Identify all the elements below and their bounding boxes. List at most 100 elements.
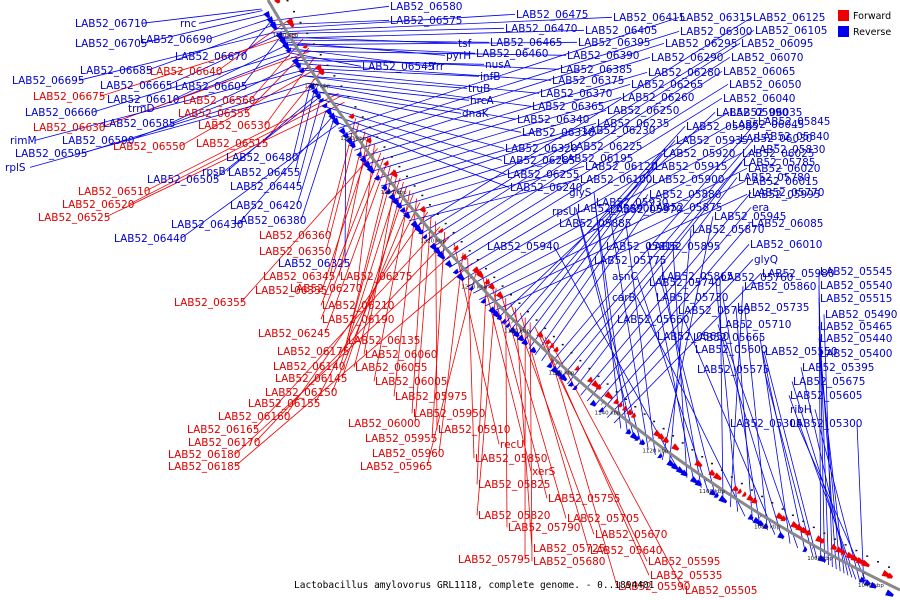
reverse-gene [366,165,375,174]
label-connector [99,50,311,128]
label-connector [573,177,738,390]
inner-mark [319,54,322,56]
inner-mark [493,276,496,279]
gene-label: LAB52_05865 [661,271,734,283]
inner-mark [485,267,487,270]
gene-label: LAB52_05680 [533,556,606,568]
label-connector [719,277,724,503]
forward-gene [495,291,504,299]
forward-gene [390,169,398,178]
label-connector [173,45,285,100]
gene-label: LAB52_05675 [793,376,866,388]
forward-gene [621,405,627,411]
kbp-tick [811,545,815,550]
label-connector [370,96,622,173]
forward-gene [274,0,281,4]
gene-label: LAB52_06135 [348,335,421,347]
inner-mark [552,335,555,338]
inner-mark [812,526,815,529]
kbp-tick-label: 1100 kbp [699,489,725,495]
gene-label: LAB52_06055 [355,362,428,374]
gene-label: LAB52_06685 [80,65,153,77]
forward-gene [315,64,323,72]
label-connector [818,298,829,566]
forward-gene [800,526,809,535]
label-connector [636,297,746,517]
inner-mark [544,327,547,330]
inner-mark [844,544,847,546]
reverse-gene [345,136,353,145]
label-connector [435,221,438,430]
kbp-tick-label: 1200 kbp [461,284,487,290]
inner-mark [421,194,424,197]
gene-label: LAB52_05550 [765,346,838,358]
label-connector [234,262,473,467]
legend-reverse-label: Reverse [853,27,891,38]
label-connector [818,353,845,574]
kbp-tick [388,183,392,187]
gene-label: LAB52_05490 [825,309,898,321]
reverse-gene [680,469,688,477]
label-connector [381,122,597,187]
gene-label: LAB52_05595 [648,556,721,568]
kbp-tick [759,514,762,519]
gene-label: LAB52_06630 [33,122,106,134]
label-connector [593,192,622,429]
forward-gene [626,408,633,416]
gene-label: LAB52_05870 [692,224,765,236]
reverse-gene [421,233,428,239]
forward-gene [536,331,544,338]
gene-label: LAB52_06530 [198,120,271,132]
gene-label: LAB52_06190 [322,314,395,326]
forward-gene [671,443,680,451]
forward-gene [348,113,355,119]
forward-gene [805,529,811,536]
forward-gene [845,551,855,559]
forward-gene [860,559,870,568]
kbp-tick-label: 1240 kbp [381,190,407,196]
reverse-gene [657,452,663,459]
reverse-gene [328,112,336,121]
gene-label: LAB52_05785 [743,157,816,169]
label-connector [411,207,425,414]
gene-label: glyS [569,187,592,199]
gene-label: LAB52_05850 [475,453,548,465]
label-connector [414,215,432,424]
gene-label: ribH [790,404,812,416]
inner-mark [791,514,794,516]
label-connector [254,236,450,443]
gene-label: LAB52_06585 [103,118,176,130]
label-connector [307,82,517,120]
gene-label: LAB52_05735 [737,302,810,314]
gene-label: LAB52_05650 [657,331,730,343]
label-connector [420,29,755,235]
gene-label: tsf [458,38,472,50]
inner-mark [653,420,656,423]
inner-mark [476,259,479,261]
forward-gene [736,488,742,494]
reverse-gene [638,439,646,446]
reverse-gene [403,211,411,219]
gene-label: LAB52_06470 [505,23,578,35]
label-connector [544,336,618,587]
reverse-gene [634,435,640,441]
label-connector [414,16,753,228]
reverse-gene [625,428,632,435]
gene-label: LAB52_06610 [107,94,180,106]
label-connector [296,110,327,206]
inner-mark [406,175,408,178]
forward-gene [460,253,468,261]
gene-label: LAB52_06605 [175,81,248,93]
inner-mark [615,391,618,393]
gene-label: LAB52_06105 [755,25,828,37]
inner-mark [527,310,529,313]
label-connector [294,63,552,81]
gene-label: dnaK [462,108,490,120]
legend: Forward Reverse [838,10,891,38]
gene-label: LAB52_05795 [458,554,531,566]
label-connector [763,351,818,559]
forward-gene [452,245,459,251]
label-connector [198,10,263,24]
reverse-gene [762,523,769,530]
reverse-gene [266,16,274,25]
